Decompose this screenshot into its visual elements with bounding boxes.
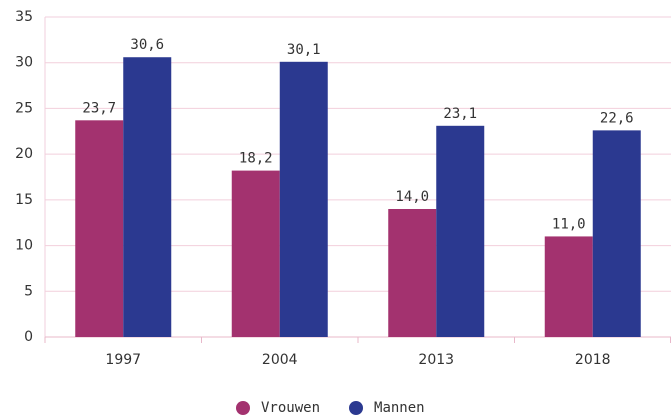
legend-marker xyxy=(349,401,364,415)
bar xyxy=(388,209,437,337)
y-tick-label: 25 xyxy=(15,100,33,116)
value-label: 30,6 xyxy=(130,37,164,53)
x-tick-label: 2013 xyxy=(418,352,454,368)
value-label: 22,6 xyxy=(600,110,634,126)
y-tick-label: 0 xyxy=(24,329,33,345)
x-tick-label: 2004 xyxy=(262,352,298,368)
bar xyxy=(231,170,280,337)
bar xyxy=(279,61,328,338)
legend-label: Mannen xyxy=(374,400,425,416)
value-label: 14,0 xyxy=(395,189,429,205)
y-tick-label: 5 xyxy=(24,283,33,299)
value-label: 23,1 xyxy=(443,106,477,122)
y-tick-label: 10 xyxy=(15,238,33,254)
bar xyxy=(436,125,485,337)
legend-marker xyxy=(236,401,250,415)
y-tick-label: 15 xyxy=(15,192,33,208)
value-label: 18,2 xyxy=(239,151,273,167)
bar xyxy=(75,120,124,337)
legend-label: Vrouwen xyxy=(261,400,320,416)
bar xyxy=(544,236,593,337)
bar xyxy=(123,57,172,337)
value-label: 23,7 xyxy=(82,100,116,116)
y-tick-label: 35 xyxy=(15,9,33,25)
value-label: 11,0 xyxy=(552,216,586,232)
y-tick-label: 30 xyxy=(15,55,33,71)
value-label: 30,1 xyxy=(287,42,321,58)
x-tick-label: 1997 xyxy=(105,352,141,368)
y-tick-label: 20 xyxy=(15,146,33,162)
x-tick-label: 2018 xyxy=(575,352,611,368)
bar xyxy=(592,130,641,337)
